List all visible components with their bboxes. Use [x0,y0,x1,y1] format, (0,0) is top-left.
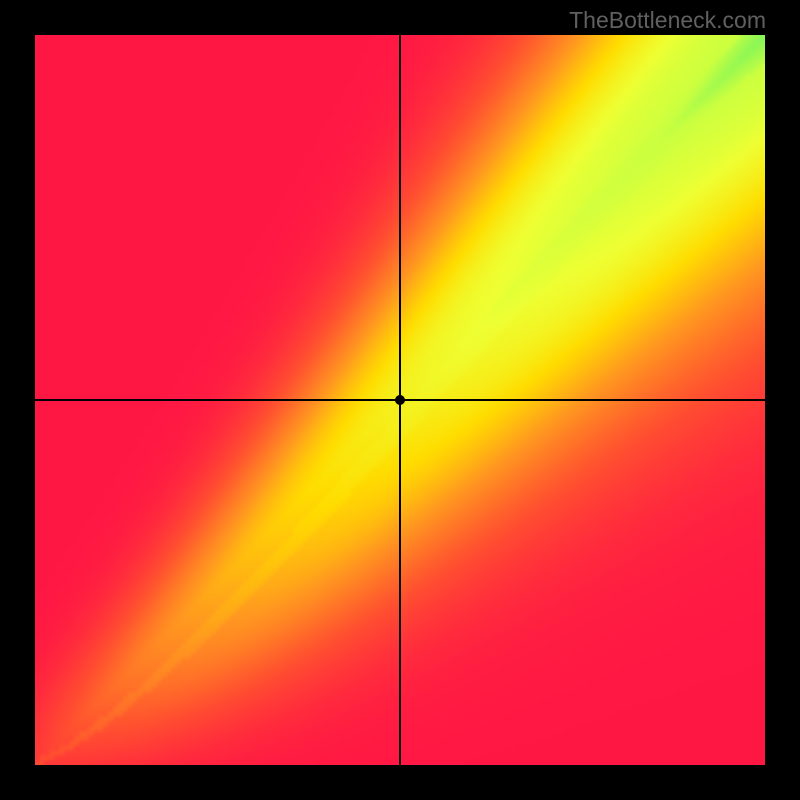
marker-dot [395,395,405,405]
plot-area [35,35,765,765]
watermark-text: TheBottleneck.com [569,7,766,34]
